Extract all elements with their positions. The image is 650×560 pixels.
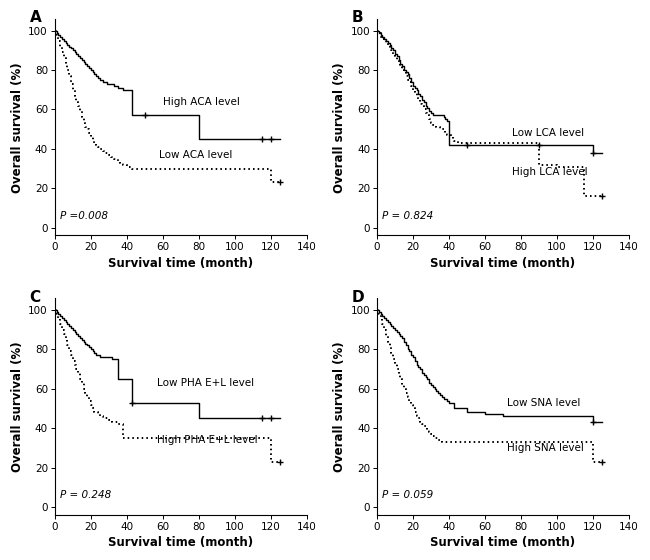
Text: C: C (30, 290, 41, 305)
Text: P = 0.059: P = 0.059 (382, 490, 434, 500)
X-axis label: Survival time (month): Survival time (month) (109, 256, 254, 269)
Text: High LCA level: High LCA level (512, 167, 588, 178)
Y-axis label: Overall survival (%): Overall survival (%) (333, 62, 346, 193)
Text: Low LCA level: Low LCA level (512, 128, 584, 138)
Text: P = 0.248: P = 0.248 (60, 490, 112, 500)
X-axis label: Survival time (month): Survival time (month) (109, 536, 254, 549)
Text: A: A (30, 10, 42, 25)
X-axis label: Survival time (month): Survival time (month) (430, 256, 576, 269)
Y-axis label: Overall survival (%): Overall survival (%) (11, 341, 24, 472)
Text: High SNA level: High SNA level (506, 443, 584, 453)
Text: Low ACA level: Low ACA level (159, 150, 233, 160)
Y-axis label: Overall survival (%): Overall survival (%) (11, 62, 24, 193)
Text: Low SNA level: Low SNA level (506, 398, 580, 408)
Text: P = 0.824: P = 0.824 (382, 211, 434, 221)
Text: B: B (352, 10, 363, 25)
Text: D: D (352, 290, 365, 305)
X-axis label: Survival time (month): Survival time (month) (430, 536, 576, 549)
Text: Low PHA E+L level: Low PHA E+L level (157, 378, 255, 388)
Text: High PHA E+L level: High PHA E+L level (157, 435, 258, 445)
Text: High ACA level: High ACA level (162, 97, 240, 106)
Text: P =0.008: P =0.008 (60, 211, 109, 221)
Y-axis label: Overall survival (%): Overall survival (%) (333, 341, 346, 472)
